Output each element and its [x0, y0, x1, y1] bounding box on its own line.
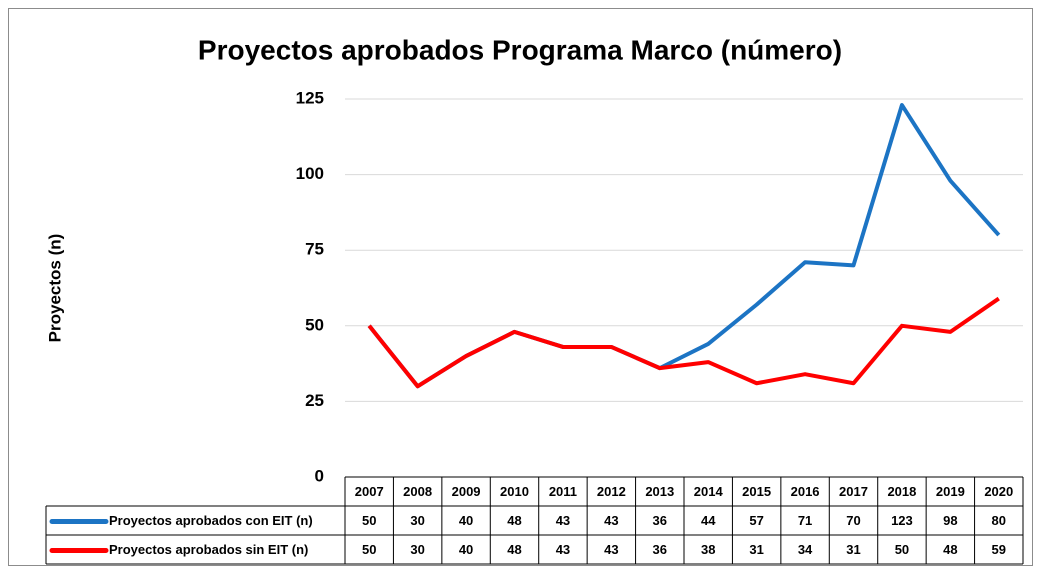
table-value: 36 [653, 542, 667, 557]
table-value: 43 [556, 513, 570, 528]
legend-label: Proyectos aprobados sin EIT (n) [109, 542, 308, 557]
y-tick-label: 100 [296, 164, 324, 183]
table-value: 59 [992, 542, 1006, 557]
x-tick-label: 2016 [791, 484, 820, 499]
x-tick-label: 2018 [887, 484, 916, 499]
table-value: 50 [895, 542, 909, 557]
table-value: 98 [943, 513, 957, 528]
x-tick-label: 2015 [742, 484, 771, 499]
chart-border [8, 8, 1033, 566]
table-value: 30 [410, 542, 424, 557]
x-tick-label: 2009 [452, 484, 481, 499]
series-line [367, 296, 1000, 389]
table-value: 40 [459, 513, 473, 528]
x-tick-label: 2017 [839, 484, 868, 499]
legend-label: Proyectos aprobados con EIT (n) [109, 513, 313, 528]
y-tick-label: 50 [305, 315, 324, 334]
table-value: 48 [943, 542, 957, 557]
table-value: 34 [798, 542, 813, 557]
table-value: 31 [749, 542, 763, 557]
table-value: 80 [992, 513, 1006, 528]
x-tick-label: 2010 [500, 484, 529, 499]
table-value: 31 [846, 542, 860, 557]
table-value: 71 [798, 513, 812, 528]
x-tick-label: 2012 [597, 484, 626, 499]
table-value: 70 [846, 513, 860, 528]
table-value: 57 [749, 513, 763, 528]
y-tick-label: 0 [315, 466, 324, 485]
table-value: 30 [410, 513, 424, 528]
table-value: 48 [507, 542, 521, 557]
table-value: 43 [556, 542, 570, 557]
y-tick-label: 25 [305, 391, 324, 410]
table-value: 48 [507, 513, 521, 528]
y-axis-label: Proyectos (n) [45, 234, 64, 343]
table-value: 36 [653, 513, 667, 528]
x-tick-label: 2014 [694, 484, 724, 499]
table-value: 43 [604, 513, 618, 528]
table-value: 38 [701, 542, 715, 557]
x-tick-label: 2011 [549, 484, 577, 499]
x-tick-label: 2019 [936, 484, 965, 499]
x-tick-label: 2020 [984, 484, 1013, 499]
table-value: 44 [701, 513, 716, 528]
y-tick-label: 125 [296, 88, 324, 107]
table-value: 50 [362, 542, 376, 557]
chart-title: Proyectos aprobados Programa Marco (núme… [198, 34, 842, 65]
table-value: 43 [604, 542, 618, 557]
y-tick-label: 75 [305, 240, 324, 259]
table-value: 123 [891, 513, 913, 528]
table-value: 40 [459, 542, 473, 557]
x-tick-label: 2008 [403, 484, 432, 499]
x-tick-label: 2007 [355, 484, 384, 499]
table-value: 50 [362, 513, 376, 528]
x-tick-label: 2013 [645, 484, 674, 499]
